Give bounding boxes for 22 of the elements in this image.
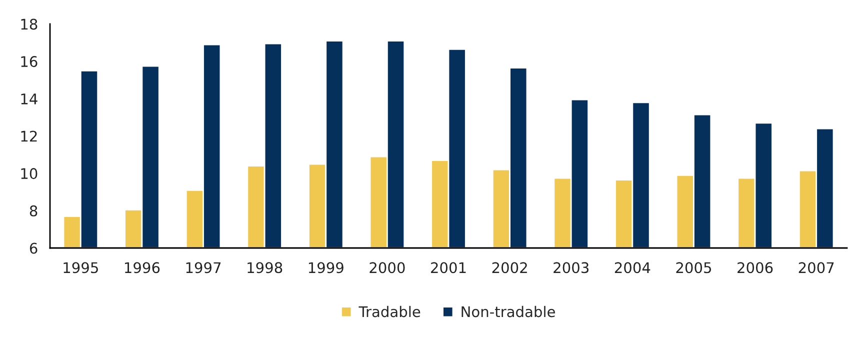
y-tick-label: 14 [21,94,38,104]
x-tick-label: 2003 [554,262,589,274]
legend-label: Non-tradable [462,306,555,318]
y-tick-label: 6 [30,242,38,254]
x-tick-label: 2002 [492,262,527,274]
legend-label: Tradable [358,306,420,318]
x-tick-label: 2007 [798,262,834,274]
x-tick-label: 1999 [308,262,344,274]
x-tick-label: 2006 [738,262,773,274]
x-tick-label: 2005 [676,262,712,274]
x-tick-label: 2004 [614,262,650,274]
y-tick-label: 18 [21,18,38,30]
x-tick-label: 1995 [64,262,98,274]
x-tick-label: 1997 [186,262,221,274]
y-tick-label: 8 [30,205,38,216]
x-tick-label: 1998 [248,262,282,274]
y-tick-label: 16 [21,56,38,68]
x-tick-label: 1996 [125,262,160,274]
x-tick-label: 2001 [431,262,466,274]
x-tick-label: 2000 [370,262,405,274]
y-tick-label: 12 [21,130,37,142]
y-tick-label: 10 [21,168,38,180]
